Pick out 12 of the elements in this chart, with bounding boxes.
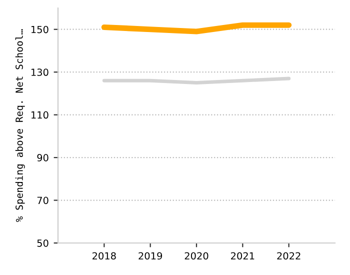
- x-tick-label: 2022: [277, 252, 300, 260]
- y-tick-label: 130: [31, 68, 48, 76]
- x-tick-label: 2020: [184, 252, 208, 260]
- x-tick-label: 2018: [92, 252, 116, 260]
- y-tick-label: 110: [31, 111, 48, 119]
- x-tick-label: 2021: [231, 252, 254, 260]
- y-tick-label: 50: [37, 239, 48, 247]
- y-axis-title: % Spending above Req. Net School…: [15, 29, 25, 222]
- x-tick-label: 2019: [138, 252, 162, 260]
- y-tick-label: 90: [37, 154, 48, 162]
- y-tick-label: 70: [37, 196, 48, 204]
- y-tick-label: 150: [31, 26, 48, 34]
